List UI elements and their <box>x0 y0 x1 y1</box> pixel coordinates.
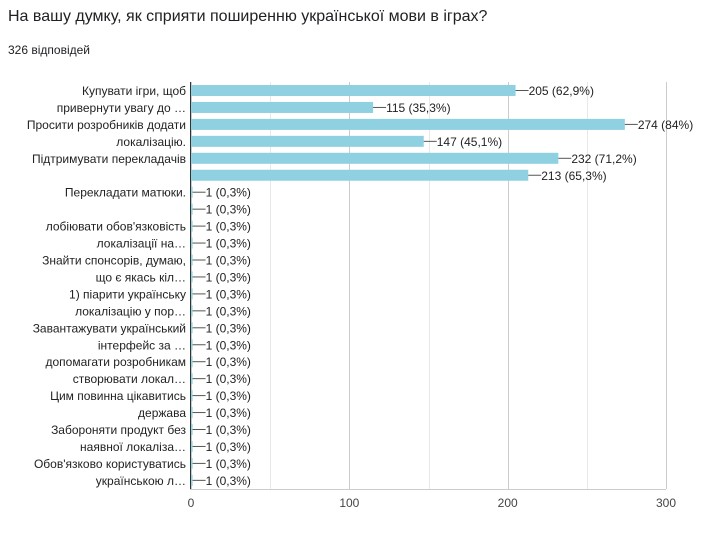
bar <box>191 169 529 181</box>
category-label: що є якась кіл… <box>96 270 186 284</box>
bar <box>191 237 193 249</box>
bar <box>191 390 193 402</box>
x-tick-label: 0 <box>188 496 195 510</box>
grid-layer <box>190 82 667 490</box>
value-label: 1 (0,3%) <box>206 254 251 268</box>
category-label: Підтримувати перекладачів <box>32 152 186 166</box>
bar <box>191 305 193 317</box>
bar-layer <box>191 85 638 486</box>
value-label: 1 (0,3%) <box>206 287 251 301</box>
bar <box>191 407 193 419</box>
bar <box>191 220 193 232</box>
value-label: 1 (0,3%) <box>206 406 251 420</box>
bar <box>191 85 516 96</box>
category-label: Завантажувати український <box>33 321 186 335</box>
bar <box>191 457 193 469</box>
value-label: 1 (0,3%) <box>206 304 251 318</box>
response-count: 326 відповідей <box>8 43 90 57</box>
category-label: Знайти спонсорів, думаю, <box>42 253 186 267</box>
bar <box>191 203 193 215</box>
bar <box>191 135 424 147</box>
bar <box>191 186 193 198</box>
category-label: лобіювати обов'язковість <box>46 220 186 234</box>
category-label: локалізацію. <box>116 135 186 149</box>
value-label: 1 (0,3%) <box>206 270 251 284</box>
category-label: 1) піарити українську <box>69 287 186 301</box>
bar <box>191 339 193 351</box>
category-label: допомагати розробникам <box>45 355 186 369</box>
value-label: 1 (0,3%) <box>206 321 251 335</box>
category-label: наявної локаліза… <box>80 440 186 454</box>
value-label: 1 (0,3%) <box>206 474 251 488</box>
bar <box>191 101 374 113</box>
category-label: Забороняти продукт без <box>51 423 186 437</box>
category-label: українською л… <box>96 474 186 488</box>
value-label: 1 (0,3%) <box>206 372 251 386</box>
category-label: Просити розробників додати <box>27 118 186 132</box>
bar <box>191 254 193 266</box>
bar <box>191 424 193 435</box>
value-label: 1 (0,3%) <box>206 237 251 251</box>
value-label: 1 (0,3%) <box>206 338 251 352</box>
value-label: 147 (45,1%) <box>437 135 502 149</box>
value-label: 1 (0,3%) <box>206 440 251 454</box>
value-label: 213 (65,3%) <box>541 169 606 183</box>
value-label: 1 (0,3%) <box>206 457 251 471</box>
value-label: 1 (0,3%) <box>206 355 251 369</box>
value-label: 232 (71,2%) <box>571 152 636 166</box>
category-label: інтерфейс за … <box>98 338 186 352</box>
value-label: 1 (0,3%) <box>206 220 251 234</box>
value-label: 1 (0,3%) <box>206 186 251 200</box>
category-label: Цим повинна цікавитись <box>50 389 186 403</box>
category-label: держава <box>138 406 186 420</box>
bar <box>191 440 193 452</box>
x-tick-label: 200 <box>498 496 518 510</box>
bar <box>191 288 193 300</box>
bar <box>191 271 193 283</box>
category-label: локалізації на… <box>97 237 186 251</box>
bar <box>191 474 193 486</box>
category-label: Обов'язково користуватись <box>34 457 186 471</box>
value-label: 1 (0,3%) <box>206 203 251 217</box>
category-label: створювати локал… <box>73 372 186 386</box>
category-label: Купувати ігри, щоб <box>82 84 186 98</box>
value-label: 205 (62,9%) <box>529 84 594 98</box>
question-title: На вашу думку, як сприяти поширенню укра… <box>8 8 488 25</box>
bar <box>191 373 193 385</box>
label-layer: 0 100 200 300 205 (62,9%) 115 (35,3%) 274 (84%… <box>27 84 693 510</box>
value-label: 115 (35,3%) <box>386 101 450 115</box>
bar <box>191 322 193 334</box>
value-label: 1 (0,3%) <box>206 389 251 403</box>
x-tick-label: 300 <box>656 496 676 510</box>
x-tick-label: 100 <box>339 496 359 510</box>
category-label: привернути увагу до … <box>57 101 186 115</box>
bar <box>191 152 559 164</box>
bar <box>191 356 193 368</box>
category-label: Перекладати матюки. <box>65 186 186 200</box>
category-label: локалізацію у пор… <box>75 304 186 318</box>
value-label: 274 (84%) <box>638 118 693 132</box>
value-label: 1 (0,3%) <box>206 423 251 437</box>
bar <box>191 118 625 130</box>
